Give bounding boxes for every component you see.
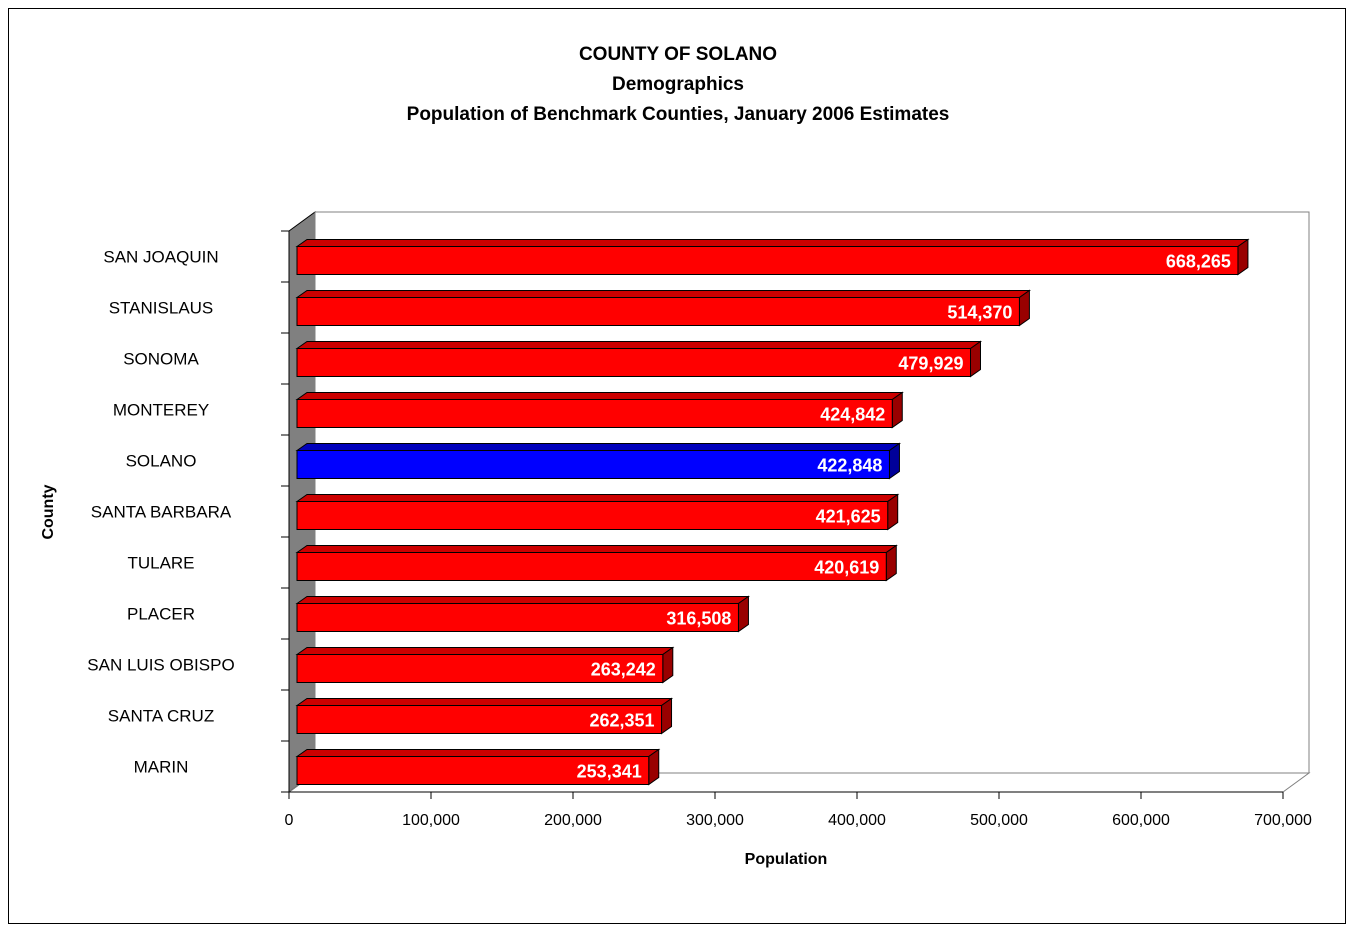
category-label: STANISLAUS	[109, 299, 214, 318]
bar: 422,848	[295, 442, 902, 480]
bar-front	[296, 501, 889, 530]
bar-front	[296, 603, 739, 632]
data-label: 421,625	[816, 507, 881, 527]
data-label: 253,341	[577, 762, 642, 782]
x-tick-label: 300,000	[686, 812, 744, 829]
bar: 262,351	[295, 697, 674, 735]
bar-front	[296, 450, 890, 479]
chart-subtitle: Demographics	[612, 74, 744, 95]
category-label: MARIN	[134, 758, 189, 777]
bar-front	[296, 705, 663, 734]
bar-top	[295, 596, 751, 604]
bar-top	[295, 341, 983, 349]
bar-front	[296, 654, 664, 683]
bar-top	[295, 494, 900, 502]
data-label: 262,351	[589, 711, 654, 731]
category-label: MONTEREY	[113, 401, 209, 420]
axis-ticks	[281, 230, 1284, 799]
bar-front	[296, 348, 971, 377]
bar-front	[296, 297, 1020, 326]
x-tick-label: 0	[285, 812, 294, 829]
bar: 420,619	[295, 544, 898, 582]
category-label: SAN JOAQUIN	[103, 248, 218, 267]
bar: 253,341	[295, 748, 661, 786]
x-axis-title: Population	[745, 851, 828, 868]
category-label: SANTA CRUZ	[108, 707, 214, 726]
bar-front	[296, 246, 1239, 275]
bar: 424,842	[295, 391, 904, 429]
category-label: SONOMA	[123, 350, 199, 369]
data-label: 479,929	[898, 354, 963, 374]
y-axis-title: County	[40, 484, 57, 539]
x-tick-label: 700,000	[1254, 812, 1312, 829]
bar-front	[296, 399, 893, 428]
bar-top	[295, 545, 898, 553]
data-label: 422,848	[817, 456, 882, 476]
category-label: SANTA BARBARA	[91, 503, 232, 522]
data-label: 514,370	[947, 303, 1012, 323]
category-label: SOLANO	[126, 452, 197, 471]
x-tick-label: 500,000	[970, 812, 1028, 829]
bar-top	[295, 647, 675, 655]
data-label: 420,619	[814, 558, 879, 578]
bar: 421,625	[295, 493, 900, 531]
category-label: TULARE	[127, 554, 194, 573]
bar: 514,370	[295, 289, 1031, 327]
bar: 668,265	[295, 238, 1250, 276]
bar: 316,508	[295, 595, 751, 633]
bar-top	[295, 698, 674, 706]
category-label: PLACER	[127, 605, 195, 624]
data-label: 424,842	[820, 405, 885, 425]
data-label: 668,265	[1166, 252, 1231, 272]
x-tick-label: 400,000	[828, 812, 886, 829]
bar-top	[295, 239, 1250, 247]
bar-front	[296, 552, 887, 581]
chart-subtitle-2: Population of Benchmark Counties, Januar…	[406, 104, 950, 125]
chart-title: COUNTY OF SOLANO	[578, 44, 778, 65]
category-label: SAN LUIS OBISPO	[87, 656, 234, 675]
bar-top	[295, 749, 661, 757]
bar: 479,929	[295, 340, 983, 378]
data-label: 316,508	[666, 609, 731, 629]
data-label: 263,242	[591, 660, 656, 680]
bar-top	[295, 392, 904, 400]
bar-front	[296, 756, 650, 785]
x-tick-label: 200,000	[544, 812, 602, 829]
bars: 668,265 514,370 479,929 424,842 422,848 421,6…	[295, 238, 1250, 786]
bar: 263,242	[295, 646, 675, 684]
x-tick-label: 600,000	[1112, 812, 1170, 829]
x-tick-labels: 0 100,000 200,000 300,000 400,000 500,000 600,…	[285, 812, 1312, 829]
bar-top	[295, 443, 902, 451]
x-tick-label: 100,000	[402, 812, 460, 829]
category-labels: SAN JOAQUIN STANISLAUS SONOMA MONTEREY SOLAN…	[87, 248, 234, 777]
bar-top	[295, 290, 1031, 298]
